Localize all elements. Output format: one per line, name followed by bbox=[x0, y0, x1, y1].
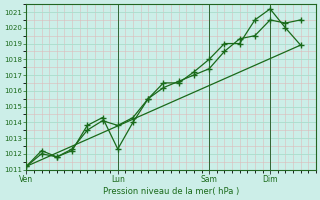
X-axis label: Pression niveau de la mer( hPa ): Pression niveau de la mer( hPa ) bbox=[103, 187, 239, 196]
